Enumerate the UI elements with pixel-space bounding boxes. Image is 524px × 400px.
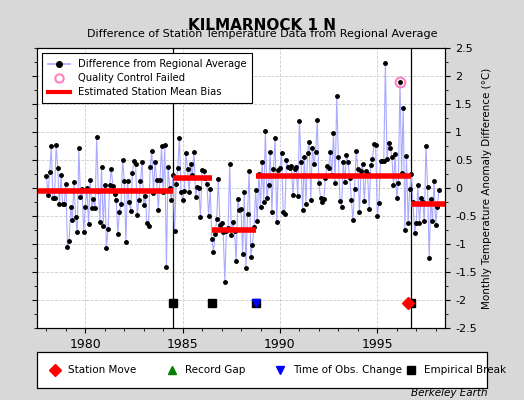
- Text: KILMARNOCK 1 N: KILMARNOCK 1 N: [188, 18, 336, 33]
- Text: Difference of Station Temperature Data from Regional Average: Difference of Station Temperature Data f…: [87, 29, 437, 39]
- Legend: Difference from Regional Average, Quality Control Failed, Estimated Station Mean: Difference from Regional Average, Qualit…: [42, 53, 252, 103]
- Y-axis label: Monthly Temperature Anomaly Difference (°C): Monthly Temperature Anomaly Difference (…: [483, 67, 493, 309]
- Text: Time of Obs. Change: Time of Obs. Change: [293, 365, 402, 375]
- Text: Berkeley Earth: Berkeley Earth: [411, 388, 487, 398]
- Text: Record Gap: Record Gap: [185, 365, 246, 375]
- Text: Empirical Break: Empirical Break: [424, 365, 506, 375]
- Text: Station Move: Station Move: [68, 365, 136, 375]
